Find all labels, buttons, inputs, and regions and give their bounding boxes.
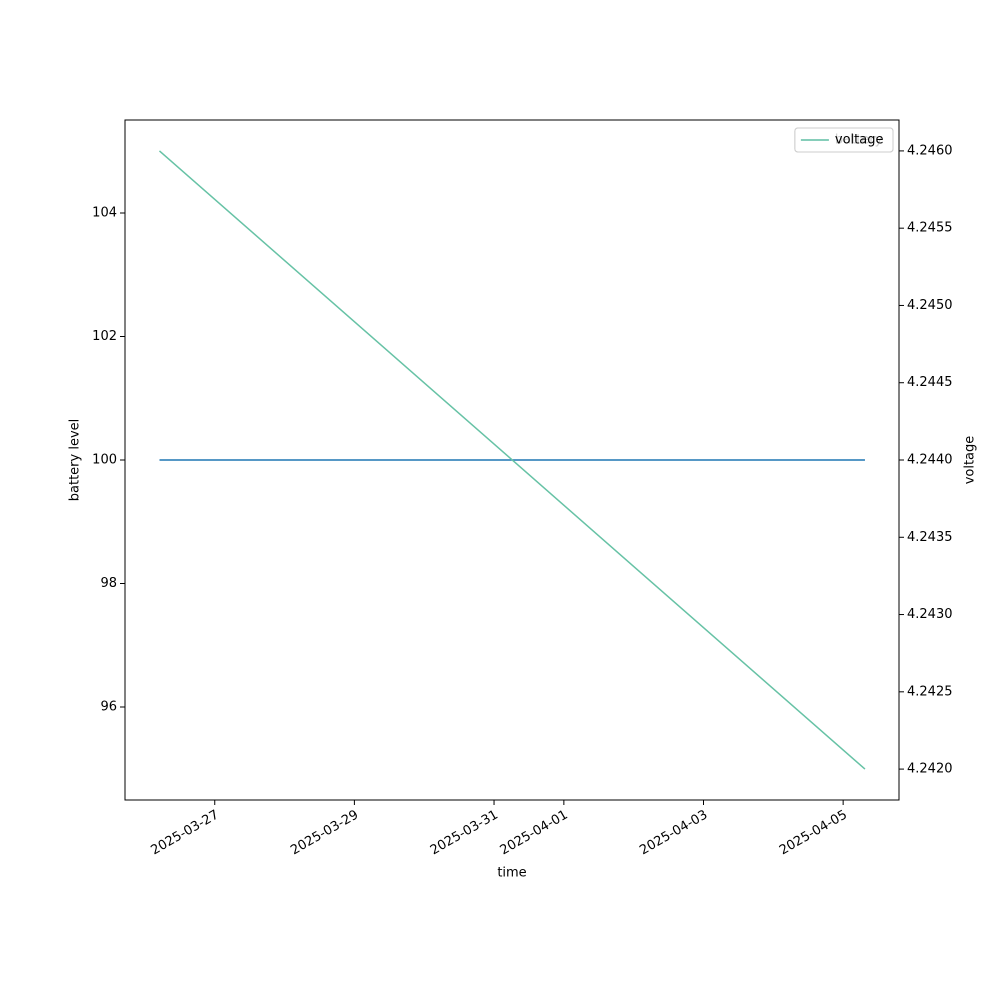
y-tick-label: 98: [100, 576, 117, 591]
plot-frame: [124, 119, 900, 801]
y2-tick-label: 4.2455: [907, 221, 953, 236]
y-axis-label: battery level: [68, 419, 83, 502]
legend-label: voltage: [835, 133, 884, 148]
y2-tick-label: 4.2420: [907, 762, 953, 777]
y2-tick-label: 4.2450: [907, 298, 953, 313]
y2-tick-label: 4.2460: [907, 143, 953, 158]
y-tick-label: 104: [92, 205, 117, 220]
y2-tick-label: 4.2435: [907, 530, 953, 545]
y2-tick-label: 4.2425: [907, 684, 953, 699]
y-tick-label: 102: [92, 329, 117, 344]
y-tick-label: 100: [92, 453, 117, 468]
legend-box: [794, 127, 894, 153]
legend: voltage: [794, 127, 894, 153]
y2-axis-label: voltage: [963, 436, 978, 485]
y2-tick-label: 4.2445: [907, 375, 953, 390]
y2-tick-label: 4.2430: [907, 607, 953, 622]
x-axis-label: time: [497, 866, 526, 881]
y2-tick-label: 4.2440: [907, 453, 953, 468]
y-tick-label: 96: [100, 700, 117, 715]
data-line: [158, 150, 866, 770]
